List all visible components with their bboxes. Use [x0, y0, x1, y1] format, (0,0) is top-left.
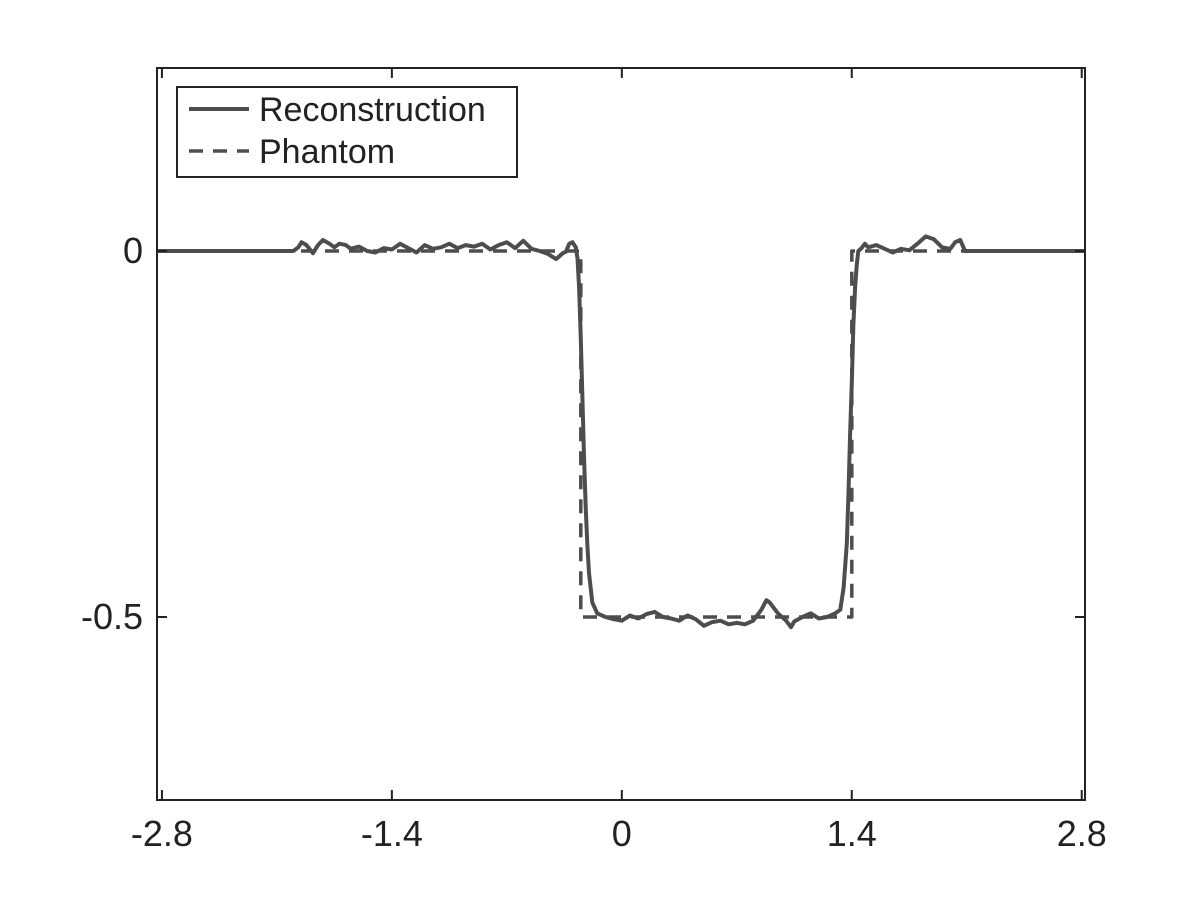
x-tick-label: 0: [612, 813, 632, 854]
y-tick-label: -0.5: [81, 596, 143, 637]
x-tick-label: -2.8: [131, 813, 193, 854]
x-tick-label: -1.4: [361, 813, 423, 854]
series-line-phantom: [157, 249, 1085, 619]
legend: Reconstruction Phantom: [176, 86, 518, 178]
x-tick-label: 2.8: [1057, 813, 1107, 854]
legend-label: Phantom: [259, 133, 395, 171]
legend-label: Reconstruction: [259, 91, 486, 129]
series-line-reconstruction: [157, 234, 1085, 630]
y-tick-label: 0: [123, 230, 143, 271]
axes-layer: -2.8 -1.4 0 1.4 2.8 -0.5 0: [81, 67, 1107, 854]
x-tick-label: 1.4: [827, 813, 877, 854]
legend-box: [176, 86, 518, 178]
series-layer: [157, 234, 1085, 630]
